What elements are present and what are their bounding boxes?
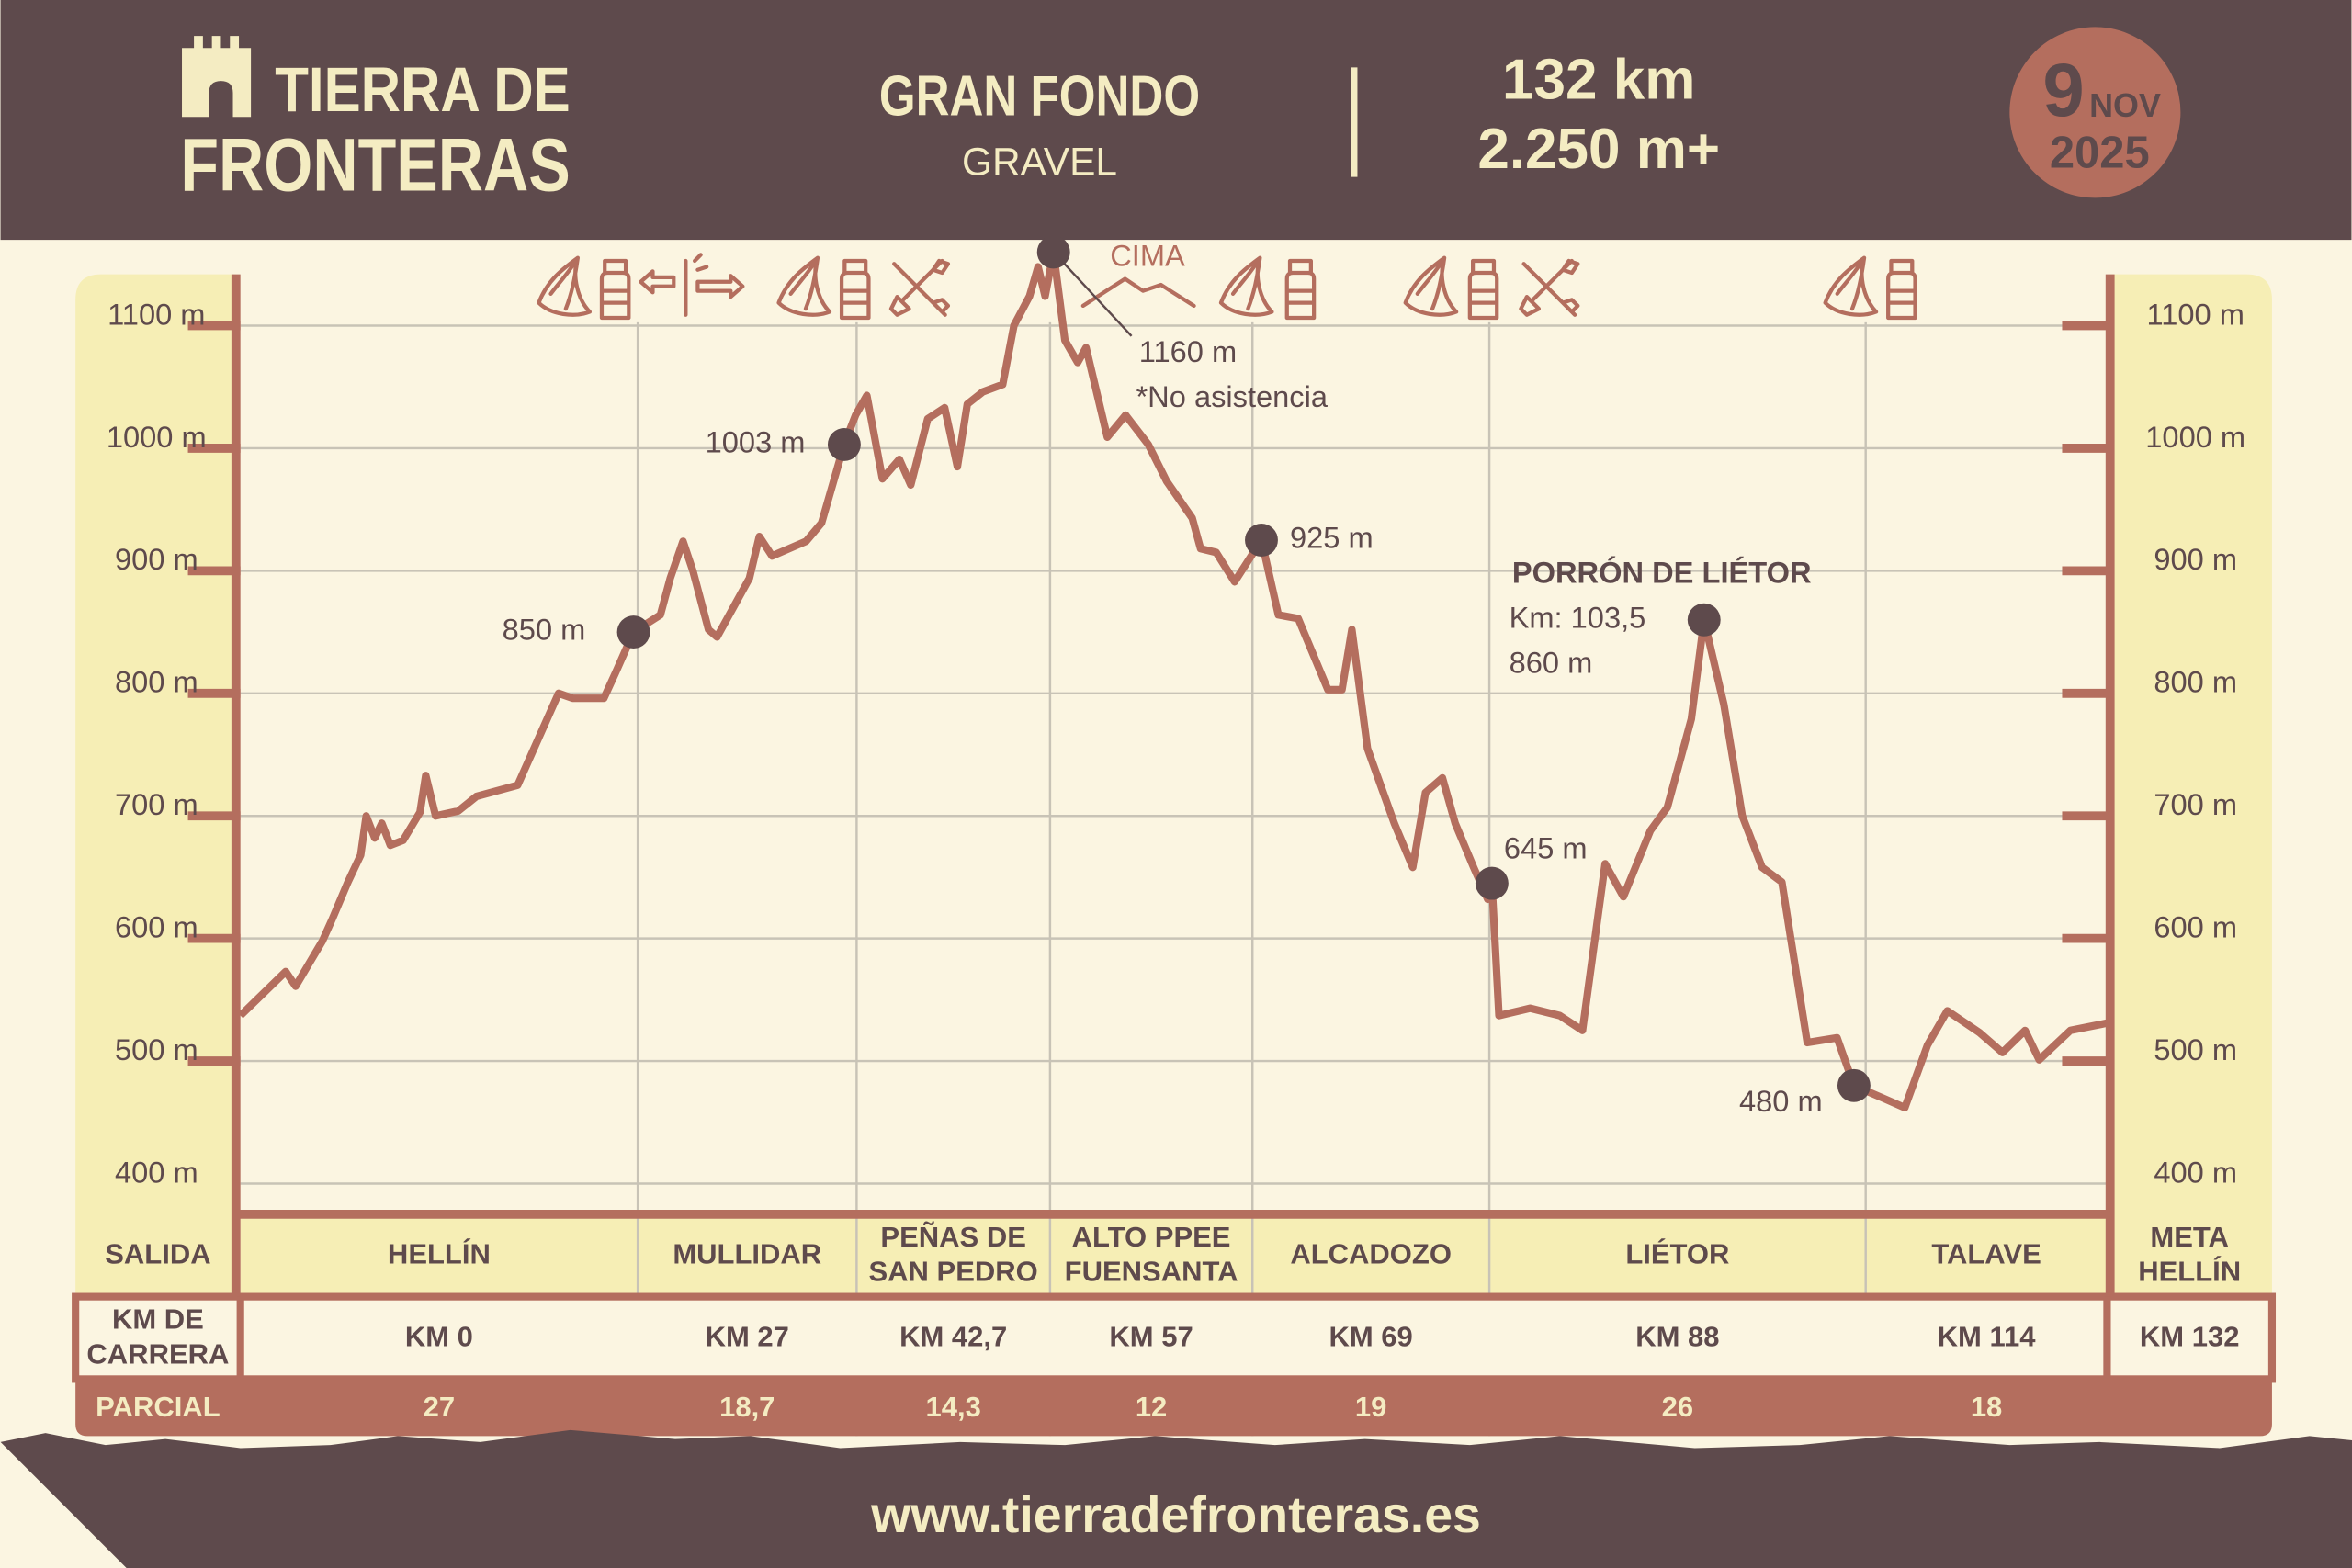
table-cell: PEÑAS DE [880,1221,1025,1253]
annotation-label: 860 m [1510,645,1593,679]
table-cell: KM 88 [1635,1321,1719,1353]
plot: 400 m 400 m 500 m 500 m 600 m 600 m 700 m 700 m… [107,235,2245,1437]
table-cell: HELLÍN [388,1238,491,1270]
distance: 132 km [1502,49,1695,112]
table-cell: KM 69 [1329,1321,1412,1353]
y-tick-label: 700 m [115,787,198,821]
table-cell: KM 114 [1938,1321,2037,1353]
annotation-marker [616,615,650,649]
table-cell: KM 132 [2140,1321,2240,1353]
table-cell: HELLÍN [2138,1256,2241,1288]
annotation-label: 850 m [503,613,586,647]
event-name: GRAN FONDO [879,65,1200,129]
table-cell: SALIDA [105,1238,210,1270]
discipline: GRAVEL [962,141,1117,184]
date-day: 9 [2042,49,2084,132]
table-cell: CARRERA [86,1337,229,1370]
table-cell: ALCADOZO [1290,1238,1452,1270]
annotation-marker [1475,866,1509,900]
right-axis-panel [2109,274,2272,1297]
y-tick-label-right: 900 m [2154,542,2237,576]
annotation-marker [1837,1068,1871,1102]
footer-mountains [0,1429,2352,1568]
table-cell: MULLIDAR [673,1238,821,1270]
y-tick-label-right: 800 m [2154,665,2237,699]
leader-line [1052,251,1133,337]
table-cell: TALAVE [1931,1238,2041,1270]
website: www.tierradefronteras.es [870,1486,1481,1543]
annotation-label: 480 m [1739,1084,1823,1118]
y-tick-label: 1100 m [107,297,205,331]
service-icons [538,254,1915,318]
table-cell: 27 [424,1391,455,1423]
logo-line2: FRONTERAS [180,124,570,208]
cima-label: CIMA [1110,238,1185,272]
table-cell: KM DE [112,1303,204,1336]
table-cell: KM 42,7 [899,1321,1007,1353]
annotation-label: 645 m [1504,830,1588,864]
logo-line1: TIERRA DE [275,54,570,125]
y-tick-label: 500 m [115,1032,198,1066]
table-cell: 18,7 [719,1391,775,1423]
partial-row-band [75,1379,2272,1437]
castle-logo [182,36,252,118]
y-tick-label-right: 1000 m [2145,420,2245,454]
y-tick-label: 600 m [115,909,198,943]
annotation-km: Km: 103,5 [1510,600,1646,634]
table-cell: 12 [1136,1391,1167,1423]
table-cell: KM 57 [1109,1321,1193,1353]
header-band [0,0,2352,241]
annotation-marker [1036,235,1070,269]
annotation-note: *No asistencia [1136,379,1328,413]
elevation-gain: 2.250 m+ [1477,118,1720,181]
table-cell: 26 [1662,1391,1693,1423]
table-cell: LIÉTOR [1625,1238,1729,1270]
table-cell: KM 27 [706,1321,789,1353]
date-year: 2025 [2050,129,2150,178]
annotation-title: PORRÓN DE LIÉTOR [1512,555,1812,589]
y-tick-label-right: 1100 m [2147,297,2245,331]
annotation-marker [1245,524,1278,557]
left-axis-panel [75,274,236,1297]
y-tick-label-right: 400 m [2154,1155,2237,1189]
y-tick-label-right: 700 m [2154,787,2237,821]
annotation-label: 925 m [1290,521,1374,555]
table-cell: PARCIAL [96,1391,220,1423]
elevation-line [237,248,2109,1111]
y-tick-label-right: 600 m [2154,909,2237,943]
y-tick-label: 900 m [115,542,198,576]
table-cell: ALTO PPEE [1072,1221,1231,1253]
annotation-label: 1160 m [1139,334,1237,368]
date-month: NOV [2089,87,2161,124]
table-cell: 14,3 [925,1391,980,1423]
annotation-marker [1687,603,1721,637]
table-cell: SAN PEDRO [869,1256,1038,1288]
location-row-band [240,1217,2108,1297]
annotation-marker [827,427,861,461]
y-tick-label-right: 500 m [2154,1032,2237,1066]
table-cell: META [2150,1221,2229,1253]
table-cell: KM 0 [405,1321,473,1353]
date-badge [2009,27,2181,198]
annotation-label: 1003 m [706,425,806,459]
table-cell: 18 [1971,1391,2002,1423]
y-tick-label: 400 m [115,1155,198,1189]
y-tick-label: 1000 m [107,420,207,454]
table-cell: FUENSANTA [1065,1256,1238,1288]
table-cell: 19 [1355,1391,1386,1423]
y-tick-label: 800 m [115,665,198,699]
